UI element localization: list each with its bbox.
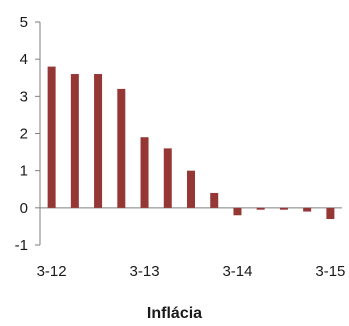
x-tick-label: 3-15 xyxy=(315,263,345,280)
bar xyxy=(326,207,335,219)
x-tick-label: 3-12 xyxy=(37,263,67,280)
bar xyxy=(70,74,79,208)
chart-title: Inflácia xyxy=(146,305,203,322)
bar xyxy=(94,74,103,208)
bar xyxy=(233,207,242,216)
y-tick-label: 4 xyxy=(20,51,28,68)
bar xyxy=(117,88,126,208)
y-tick-label: 0 xyxy=(20,200,28,217)
bar xyxy=(256,207,265,210)
bar xyxy=(47,66,56,208)
bar xyxy=(163,148,172,208)
bar xyxy=(210,192,219,208)
bar xyxy=(303,207,312,212)
x-tick-label: 3-14 xyxy=(222,263,252,280)
y-tick-label: 2 xyxy=(20,126,28,143)
bar xyxy=(140,137,149,208)
bar xyxy=(187,170,195,208)
x-tick-label: 3-13 xyxy=(130,263,160,280)
y-tick-label: 5 xyxy=(20,14,28,31)
y-tick-label: 3 xyxy=(20,88,28,105)
y-tick-label: 1 xyxy=(20,163,28,180)
y-tick-label: -1 xyxy=(15,237,28,254)
bar xyxy=(279,207,288,210)
